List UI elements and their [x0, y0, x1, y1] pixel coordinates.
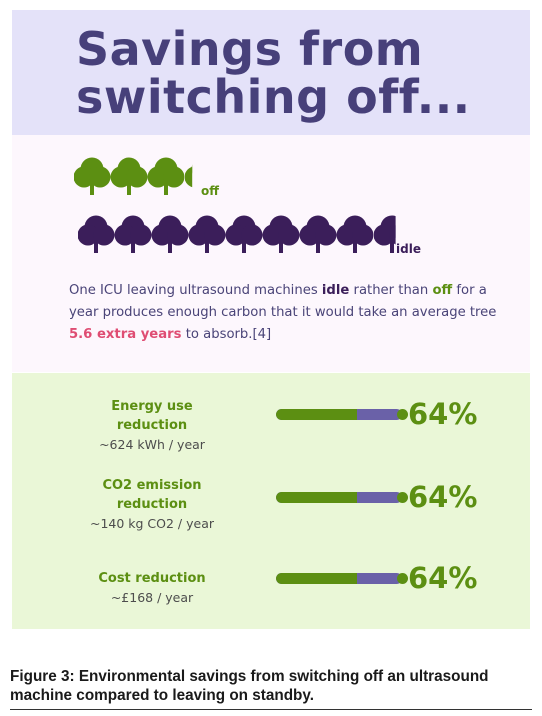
- idle-tree-2: [114, 215, 152, 253]
- carbon-statement: One ICU leaving ultrasound machines idle…: [69, 280, 519, 346]
- metric-co2: CO2 emission reduction ~140 kg CO2 / yea…: [12, 476, 530, 556]
- metric-co2-bar-end: [397, 492, 408, 503]
- metric-co2-detail: ~140 kg CO2 / year: [89, 516, 215, 531]
- metric-co2-label-1: CO2 emission: [102, 478, 202, 493]
- idle-tree-5: [225, 215, 263, 253]
- metric-energy: Energy use reduction ~624 kWh / year 64%: [12, 397, 530, 477]
- metric-energy-text: Energy use reduction ~624 kWh / year: [67, 397, 237, 455]
- metric-cost-bar: [276, 573, 402, 584]
- idle-tree-4: [188, 215, 226, 253]
- off-tree-1: [74, 157, 111, 195]
- title-panel: Savings from switching off...: [12, 10, 530, 135]
- statement-off-word: off: [432, 283, 453, 298]
- caption-rule: [10, 709, 532, 710]
- metric-energy-value: 64%: [408, 397, 478, 431]
- metrics-panel: Energy use reduction ~624 kWh / year 64%…: [12, 373, 530, 629]
- metric-co2-value: 64%: [408, 480, 478, 514]
- metric-co2-bar-fill: [276, 492, 357, 503]
- statement-reference: [4]: [252, 327, 272, 342]
- statement-part-2: rather than: [349, 283, 433, 298]
- statement-part-3: for a year produces enough carbon that i…: [69, 283, 497, 320]
- idle-tree-row: [78, 215, 408, 257]
- metric-cost-detail: ~£168 / year: [110, 590, 194, 605]
- metric-cost-bar-end: [397, 573, 408, 584]
- metric-cost-label-1: Cost reduction: [98, 571, 206, 586]
- statement-idle-word: idle: [321, 283, 350, 298]
- metric-energy-bar-fill: [276, 409, 357, 420]
- statement-part-4: to absorb.: [181, 327, 253, 342]
- off-tree-row: [74, 157, 204, 197]
- metric-cost-bar-fill: [276, 573, 357, 584]
- off-tree-4: [185, 165, 193, 188]
- idle-tree-1: [78, 215, 115, 253]
- metric-energy-detail: ~624 kWh / year: [99, 437, 205, 452]
- metric-cost: Cost reduction ~£168 / year 64%: [12, 562, 530, 649]
- idle-tree-8: [336, 215, 374, 253]
- idle-tree-3: [151, 215, 189, 253]
- metric-energy-bar-end: [397, 409, 408, 420]
- metric-co2-label-2: reduction: [116, 497, 188, 512]
- metric-co2-bar: [276, 492, 402, 503]
- metric-energy-label-1: Energy use: [111, 399, 193, 414]
- statement-part-1: One ICU leaving ultrasound machines: [69, 283, 322, 298]
- metric-cost-value: 64%: [408, 561, 478, 595]
- metric-cost-text: Cost reduction ~£168 / year: [67, 569, 237, 608]
- idle-tree-7: [299, 215, 337, 253]
- off-label: off: [201, 184, 219, 198]
- title-line-1: Savings from: [76, 22, 424, 76]
- off-tree-2: [110, 157, 148, 195]
- statement-years: 5.6 extra years: [69, 327, 182, 342]
- off-trees-icon: [74, 157, 193, 195]
- carbon-panel: off idle One ICU leaving ultrasound mach…: [12, 135, 530, 372]
- title-line-2: switching off...: [76, 70, 471, 124]
- metric-co2-text: CO2 emission reduction ~140 kg CO2 / yea…: [67, 476, 237, 534]
- metric-energy-label-2: reduction: [116, 418, 188, 433]
- off-tree-3: [147, 157, 185, 195]
- metric-energy-bar: [276, 409, 402, 420]
- figure-caption: Figure 3: Environmental savings from swi…: [10, 668, 489, 704]
- idle-label: idle: [396, 242, 421, 256]
- idle-trees-icon: [78, 215, 396, 253]
- idle-tree-9: [374, 215, 396, 253]
- idle-tree-6: [262, 215, 300, 253]
